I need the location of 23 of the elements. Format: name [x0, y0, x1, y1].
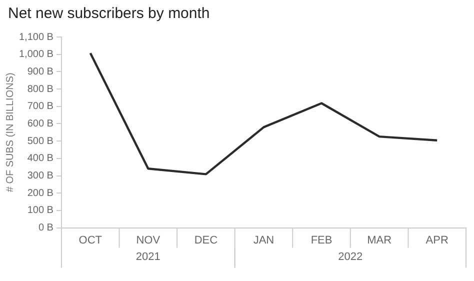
y-tick-label: 1,100 B: [18, 32, 54, 43]
x-tick-label: MAR: [367, 234, 392, 246]
y-tick-label: 0 B: [38, 222, 54, 234]
x-tick-label: APR: [426, 234, 448, 246]
y-tick-label: 900 B: [27, 66, 54, 78]
x-tick-label: DEC: [194, 234, 218, 246]
text: 2022: [338, 250, 363, 263]
y-tick-label: 1,000 B: [18, 49, 54, 60]
y-tick-label: 100 B: [27, 205, 54, 216]
y-tick-label: 800 B: [27, 84, 54, 95]
y-tick-label: 700 B: [27, 101, 54, 112]
y-axis-title: # OF SUBS (IN BILLIONS): [4, 72, 16, 192]
y-tick-label: 300 B: [27, 170, 54, 182]
y-tick-label: 600 B: [27, 118, 54, 130]
x-tick-label: OCT: [78, 234, 102, 246]
x-tick-label: FEB: [310, 234, 332, 246]
chart-title: Net new subscribers by month: [8, 5, 210, 22]
y-tick-label: 400 B: [27, 153, 54, 164]
text: 2021: [136, 250, 160, 263]
x-tick-label: NOV: [136, 234, 161, 246]
y-tick-label: 500 B: [27, 136, 54, 147]
y-tick-label: 200 B: [27, 188, 54, 199]
x-tick-label: JAN: [253, 234, 274, 246]
